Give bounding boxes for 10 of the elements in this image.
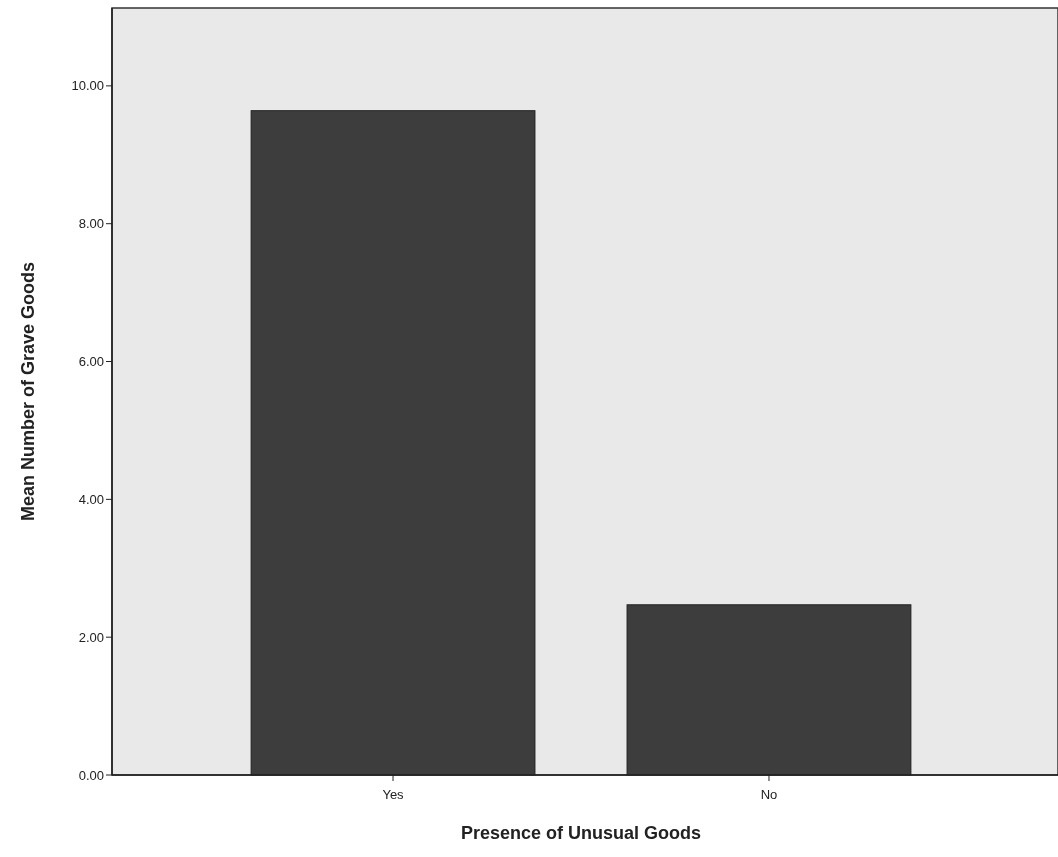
- y-tick-label: 4.00: [78, 491, 104, 507]
- x-tick-label: No: [760, 787, 778, 802]
- y-tick-label: 8.00: [78, 216, 104, 232]
- y-axis-title: Mean Number of Grave Goods: [18, 261, 38, 522]
- y-tick-label: 6.00: [78, 354, 104, 370]
- x-tick-label: Yes: [382, 787, 405, 802]
- y-tick-label: 0.00: [78, 767, 104, 783]
- y-tick-label: 2.00: [78, 629, 104, 645]
- y-tick-label: 10.00: [71, 78, 104, 94]
- x-axis-title: Presence of Unusual Goods: [460, 823, 702, 843]
